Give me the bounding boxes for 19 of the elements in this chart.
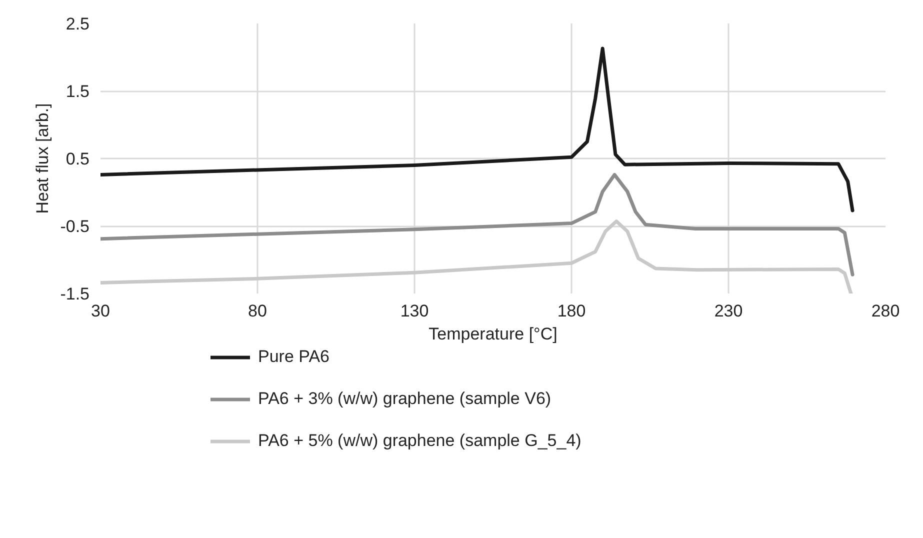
x-tick-label: 30 (91, 302, 110, 320)
y-axis-title: Heat flux [arb.] (33, 103, 52, 214)
y-tick-label: 2.5 (66, 14, 90, 34)
x-tick-label: 280 (871, 302, 900, 320)
y-tick-label: -0.5 (60, 217, 90, 236)
x-tick-label: 130 (400, 302, 429, 320)
line-series (100, 220, 853, 294)
line-series (100, 46, 854, 212)
legend-label: PA6 + 3% (w/w) graphene (sample V6) (258, 389, 552, 409)
x-tick-label: 230 (714, 302, 743, 320)
legend-label: PA6 + 5% (w/w) graphene (sample G_5_4) (258, 431, 582, 451)
y-tick-label: -1.5 (60, 284, 90, 304)
legend-label: Pure PA6 (258, 347, 330, 367)
line-series (100, 172, 854, 276)
y-tick-label: 0.5 (66, 150, 90, 168)
y-tick-label: 1.5 (66, 82, 90, 101)
x-tick-label: 180 (557, 302, 586, 320)
x-axis-title: Temperature [°C] (428, 324, 558, 344)
x-tick-label: 80 (248, 302, 267, 320)
